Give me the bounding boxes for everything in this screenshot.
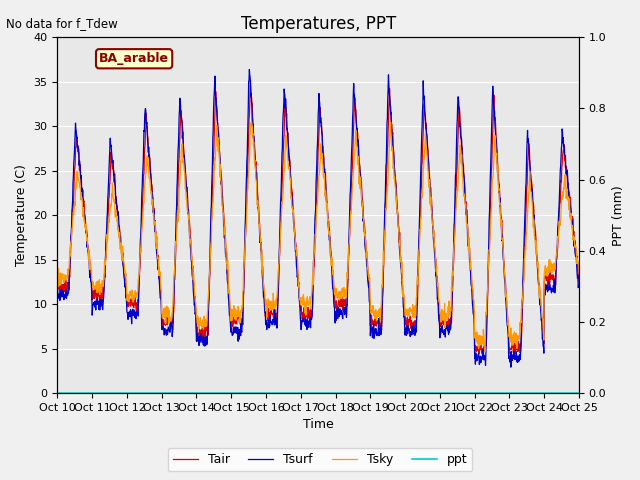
Legend: Tair, Tsurf, Tsky, ppt: Tair, Tsurf, Tsky, ppt (168, 448, 472, 471)
Tsky (399, 294, 407, 300)
Tsky (170, 291, 177, 297)
Tsurf (513, 357, 521, 362)
Tsky (513, 340, 521, 346)
Tair (54, 277, 61, 283)
ppt (228, 390, 236, 396)
Tsky (248, 119, 255, 125)
Tsurf (54, 284, 61, 290)
ppt (170, 390, 177, 396)
Tsurf (228, 326, 236, 332)
ppt (467, 390, 474, 396)
Tsurf (507, 364, 515, 370)
Tsky (575, 261, 583, 267)
Tsurf (157, 294, 164, 300)
ppt (575, 390, 583, 396)
Tsky (481, 349, 488, 355)
Y-axis label: PPT (mm): PPT (mm) (612, 185, 625, 246)
Tsky (157, 279, 164, 285)
X-axis label: Time: Time (303, 419, 333, 432)
Tsky (228, 306, 236, 312)
Line: Tsky: Tsky (58, 122, 579, 352)
Tair (157, 294, 164, 300)
Tair (246, 77, 254, 83)
Tsky (467, 266, 475, 272)
Tsky (54, 270, 61, 276)
ppt (157, 390, 164, 396)
Tair (467, 272, 475, 277)
Tair (399, 291, 407, 297)
Tair (170, 312, 177, 317)
Tair (228, 324, 236, 330)
Line: Tair: Tair (58, 80, 579, 354)
Tsurf (170, 308, 177, 313)
Line: Tsurf: Tsurf (58, 70, 579, 367)
Tsurf (246, 67, 253, 72)
Tsurf (399, 294, 407, 300)
Text: BA_arable: BA_arable (99, 52, 169, 65)
Tsurf (575, 282, 583, 288)
ppt (399, 390, 406, 396)
Text: No data for f_Tdew: No data for f_Tdew (6, 17, 118, 30)
Tair (575, 275, 583, 280)
Y-axis label: Temperature (C): Temperature (C) (15, 164, 28, 266)
Tsurf (467, 282, 475, 288)
Tair (513, 343, 521, 348)
ppt (513, 390, 520, 396)
Title: Temperatures, PPT: Temperatures, PPT (241, 15, 396, 33)
Tair (511, 351, 518, 357)
ppt (54, 390, 61, 396)
